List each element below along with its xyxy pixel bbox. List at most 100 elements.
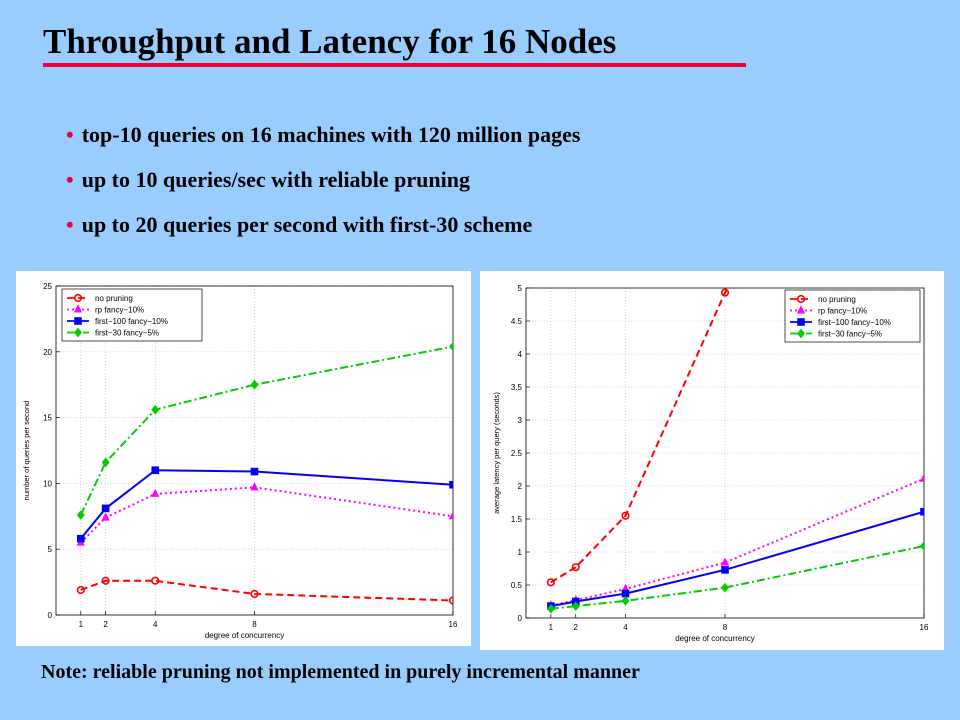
y-tick-label: 25 xyxy=(43,282,52,291)
y-tick-label: 4.5 xyxy=(511,317,523,326)
x-tick-label: 4 xyxy=(153,620,158,629)
x-axis-label: degree of concurrency xyxy=(205,631,285,640)
x-tick-label: 4 xyxy=(623,623,628,632)
bullet-item: • up to 20 queries per second with first-… xyxy=(66,208,580,253)
x-tick-label: 1 xyxy=(79,620,84,629)
legend-label: first−100 fancy−10% xyxy=(818,318,891,327)
bullet-dot-icon: • xyxy=(66,122,74,147)
data-point xyxy=(546,603,555,614)
data-point xyxy=(101,512,110,521)
data-point xyxy=(621,589,630,598)
legend-marker xyxy=(796,294,806,304)
bullet-dot-icon: • xyxy=(66,167,74,192)
x-tick-label: 8 xyxy=(723,623,728,632)
y-tick-label: 1 xyxy=(518,548,523,557)
y-tick-label: 4 xyxy=(518,350,523,359)
x-tick-label: 2 xyxy=(103,620,108,629)
y-tick-label: 0 xyxy=(48,611,53,620)
x-tick-label: 16 xyxy=(449,620,458,629)
data-point xyxy=(250,482,259,491)
series-line xyxy=(80,469,453,540)
y-tick-label: 5 xyxy=(518,284,523,293)
plot-area xyxy=(76,341,453,605)
data-point xyxy=(151,488,160,497)
y-tick-label: 2 xyxy=(518,482,523,491)
series-line xyxy=(550,477,924,607)
data-point xyxy=(721,566,729,574)
legend-marker xyxy=(796,305,806,314)
data-point xyxy=(151,466,160,475)
data-point xyxy=(250,467,259,476)
footnote: Note: reliable pruning not implemented i… xyxy=(41,661,640,683)
legend-marker xyxy=(73,293,83,303)
data-point xyxy=(571,601,580,612)
x-tick-label: 8 xyxy=(252,620,257,629)
data-point xyxy=(920,541,924,551)
legend-marker xyxy=(74,327,82,338)
bullet-item: • top-10 queries on 16 machines with 120 … xyxy=(66,118,580,163)
y-tick-label: 3 xyxy=(518,416,523,425)
latency-chart: 0 0.5 1 1.5 2 2.5 3 3.5 4 4.5 5 1 2 4 8 16 degree of con… xyxy=(492,284,929,643)
bullet-list: • top-10 queries on 16 machines with 120 … xyxy=(66,118,580,253)
y-tick-label: 20 xyxy=(43,348,52,357)
y-tick-label: 2.5 xyxy=(511,449,523,458)
bullet-dot-icon: • xyxy=(66,212,74,237)
data-point xyxy=(250,589,259,599)
x-tick-label: 2 xyxy=(574,623,579,632)
data-point xyxy=(621,511,630,520)
x-tick-label: 16 xyxy=(920,623,929,632)
series-line xyxy=(79,345,453,516)
series-line xyxy=(80,486,453,544)
y-tick-label: 0.5 xyxy=(511,581,523,590)
data-point xyxy=(101,576,110,585)
bullet-text: up to 10 queries/sec with reliable pruni… xyxy=(81,167,470,192)
data-point xyxy=(721,582,729,593)
data-point xyxy=(250,379,259,390)
series-line xyxy=(80,579,453,602)
data-point xyxy=(448,596,453,605)
y-axis-label: average latency per query (seconds) xyxy=(492,392,501,514)
legend-label: first−30 fancy−5% xyxy=(818,330,882,339)
data-point xyxy=(76,510,85,520)
data-point xyxy=(151,576,160,585)
data-point xyxy=(546,578,555,587)
legend-label: rp fancy−10% xyxy=(818,307,867,316)
y-tick-label: 1.5 xyxy=(511,515,523,524)
bullet-text: up to 20 queries per second with first-3… xyxy=(81,212,533,237)
data-point xyxy=(720,557,730,566)
y-tick-label: 3.5 xyxy=(511,383,523,392)
y-tick-label: 5 xyxy=(48,545,53,554)
data-point xyxy=(77,534,85,543)
legend-label: first−30 fancy−5% xyxy=(95,329,159,338)
bullet-text: top-10 queries on 16 machines with 120 m… xyxy=(81,122,581,147)
x-axis-label: degree of concurrency xyxy=(675,634,755,643)
series-line xyxy=(550,510,924,608)
data-point xyxy=(76,585,85,595)
y-tick-label: 10 xyxy=(43,479,52,488)
series-line xyxy=(550,288,730,584)
legend-marker xyxy=(74,317,82,325)
x-tick-label: 1 xyxy=(549,623,554,632)
legend-marker xyxy=(797,328,805,339)
data-point xyxy=(919,473,924,482)
legend-label: first−100 fancy−10% xyxy=(95,317,168,326)
legend-marker xyxy=(797,318,805,326)
data-point xyxy=(571,563,580,572)
throughput-chart: 0 5 10 15 20 25 1 2 4 8 16 degree of concurrency num… xyxy=(22,282,458,640)
data-point xyxy=(448,511,453,520)
data-point xyxy=(151,404,160,415)
series-line xyxy=(550,545,924,610)
latency-chart-panel: 0 0.5 1 1.5 2 2.5 3 3.5 4 4.5 5 1 2 4 8 16 degree of con… xyxy=(480,271,944,650)
y-axis-label: number of queries per second xyxy=(22,401,31,501)
plot-area xyxy=(546,288,924,614)
data-point xyxy=(449,341,453,352)
legend-label: no pruning xyxy=(95,294,133,303)
legend-label: rp fancy−10% xyxy=(95,306,144,315)
data-point xyxy=(621,595,630,606)
legend-label: no pruning xyxy=(818,295,856,304)
legend-marker xyxy=(73,304,83,313)
data-point xyxy=(920,507,924,516)
data-point xyxy=(101,457,110,468)
throughput-chart-panel: 0 5 10 15 20 25 1 2 4 8 16 degree of concurrency num… xyxy=(16,271,471,646)
bullet-item: • up to 10 queries/sec with reliable prun… xyxy=(66,163,580,208)
